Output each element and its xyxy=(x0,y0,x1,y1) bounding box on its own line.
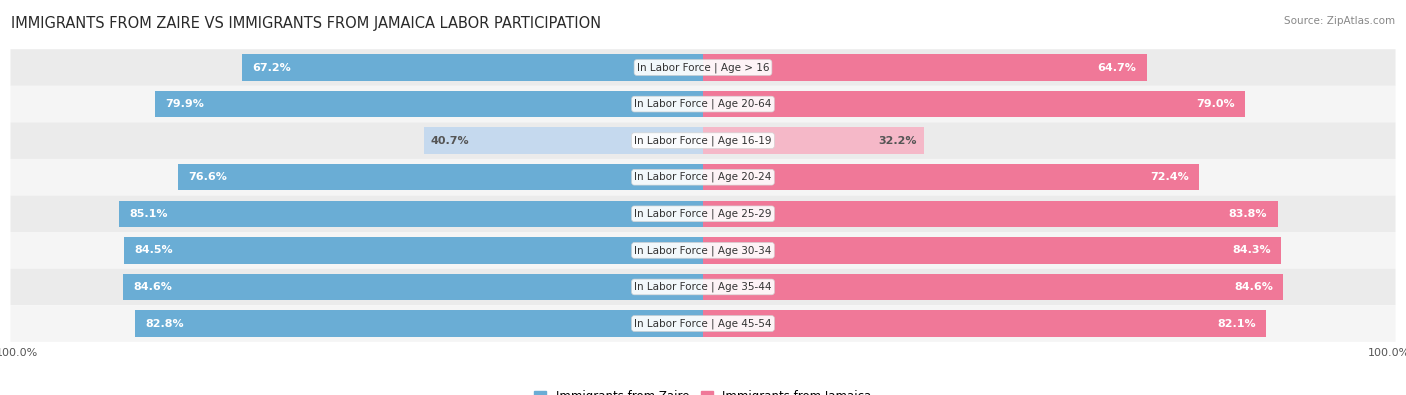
Text: 40.7%: 40.7% xyxy=(430,135,470,146)
Text: 76.6%: 76.6% xyxy=(188,172,226,182)
Text: In Labor Force | Age 25-29: In Labor Force | Age 25-29 xyxy=(634,209,772,219)
Bar xyxy=(124,237,703,263)
Text: 84.6%: 84.6% xyxy=(1234,282,1272,292)
Text: 84.3%: 84.3% xyxy=(1232,245,1271,256)
Legend: Immigrants from Zaire, Immigrants from Jamaica: Immigrants from Zaire, Immigrants from J… xyxy=(534,390,872,395)
Bar xyxy=(703,201,1278,227)
Bar xyxy=(155,91,703,117)
Text: In Labor Force | Age 45-54: In Labor Force | Age 45-54 xyxy=(634,318,772,329)
Text: 84.6%: 84.6% xyxy=(134,282,172,292)
Text: 82.8%: 82.8% xyxy=(146,318,184,329)
Bar xyxy=(177,164,703,190)
FancyBboxPatch shape xyxy=(10,305,1396,342)
FancyBboxPatch shape xyxy=(10,269,1396,305)
Bar xyxy=(703,164,1199,190)
Bar xyxy=(425,128,703,154)
Text: In Labor Force | Age 20-64: In Labor Force | Age 20-64 xyxy=(634,99,772,109)
Bar xyxy=(703,310,1265,337)
Bar xyxy=(703,237,1281,263)
Bar xyxy=(242,55,703,81)
Text: 72.4%: 72.4% xyxy=(1150,172,1189,182)
Bar xyxy=(703,274,1284,300)
FancyBboxPatch shape xyxy=(10,86,1396,122)
Text: 83.8%: 83.8% xyxy=(1229,209,1267,219)
Text: 32.2%: 32.2% xyxy=(879,135,917,146)
Text: 79.0%: 79.0% xyxy=(1195,99,1234,109)
Text: 64.7%: 64.7% xyxy=(1098,62,1136,73)
Bar xyxy=(135,310,703,337)
Bar xyxy=(703,91,1244,117)
Text: In Labor Force | Age 20-24: In Labor Force | Age 20-24 xyxy=(634,172,772,182)
Text: In Labor Force | Age > 16: In Labor Force | Age > 16 xyxy=(637,62,769,73)
Text: 85.1%: 85.1% xyxy=(129,209,169,219)
Bar xyxy=(703,55,1147,81)
Text: 84.5%: 84.5% xyxy=(134,245,173,256)
Text: In Labor Force | Age 16-19: In Labor Force | Age 16-19 xyxy=(634,135,772,146)
Text: Source: ZipAtlas.com: Source: ZipAtlas.com xyxy=(1284,16,1395,26)
Text: In Labor Force | Age 35-44: In Labor Force | Age 35-44 xyxy=(634,282,772,292)
Text: 67.2%: 67.2% xyxy=(253,62,291,73)
FancyBboxPatch shape xyxy=(10,196,1396,232)
Text: 79.9%: 79.9% xyxy=(166,99,204,109)
Text: 82.1%: 82.1% xyxy=(1218,318,1256,329)
Bar xyxy=(703,128,924,154)
Text: IMMIGRANTS FROM ZAIRE VS IMMIGRANTS FROM JAMAICA LABOR PARTICIPATION: IMMIGRANTS FROM ZAIRE VS IMMIGRANTS FROM… xyxy=(11,16,602,31)
FancyBboxPatch shape xyxy=(10,159,1396,196)
Bar xyxy=(122,274,703,300)
FancyBboxPatch shape xyxy=(10,232,1396,269)
Bar xyxy=(120,201,703,227)
FancyBboxPatch shape xyxy=(10,49,1396,86)
Text: In Labor Force | Age 30-34: In Labor Force | Age 30-34 xyxy=(634,245,772,256)
FancyBboxPatch shape xyxy=(10,122,1396,159)
